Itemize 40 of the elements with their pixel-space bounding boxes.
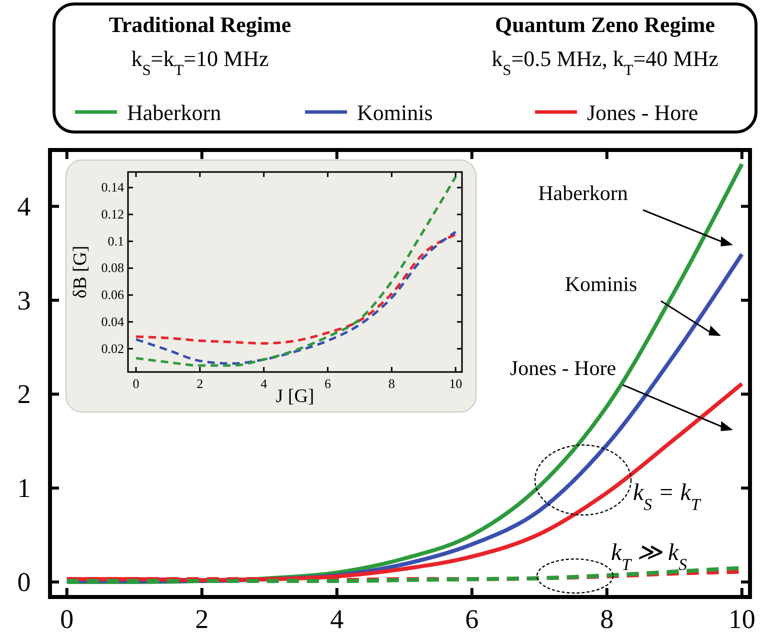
y-tick-label: 0.06	[101, 287, 124, 302]
text: k$_{S}$=k$_{T}$=10 MHz	[131, 46, 269, 78]
x-tick-label: 8	[388, 376, 395, 391]
x-axis-title: J [G]	[276, 386, 314, 407]
line-series	[134, 176, 457, 367]
text: Traditional Regime	[108, 12, 292, 37]
y-axis-title: δB [G]	[70, 246, 91, 298]
y-tick-label: 0.02	[101, 340, 124, 356]
y-tick-label: 0.14	[101, 180, 124, 195]
y-tick-label: 0.08	[101, 260, 124, 276]
x-tick-label: 0	[60, 604, 74, 634]
y-tick-label: 0.12	[101, 206, 124, 222]
y-tick-label: 1	[17, 473, 31, 504]
y-tick-label: 0	[17, 566, 31, 597]
x-tick-label: 4	[260, 376, 268, 391]
y-tick-label: 3	[17, 285, 31, 316]
legend-label: Kominis	[357, 100, 433, 125]
line-series	[134, 230, 457, 365]
x-tick-label: 0	[132, 376, 140, 391]
legend-label: Jones - Hore	[587, 100, 698, 125]
annotation: k$_{T}$ ≫ k$_{S}$	[611, 540, 688, 574]
x-tick-label: 10	[449, 376, 462, 391]
y-tick-label: 0.1	[108, 233, 124, 248]
y-tick-label: 4	[17, 191, 32, 222]
annotation: Jones - Hore	[510, 356, 616, 380]
legend-label: Haberkorn	[127, 100, 222, 125]
x-tick-label: 2	[196, 376, 204, 391]
x-tick-label: 6	[324, 376, 332, 391]
y-tick-label: 0.04	[101, 314, 124, 329]
annotation: Kominis	[564, 272, 638, 296]
x-tick-label: 2	[195, 604, 209, 634]
text: k$_{S}$=0.5 MHz, k$_{T}$=40 MHz	[492, 46, 719, 78]
line-series	[134, 233, 457, 345]
text: Quantum Zeno Regime	[495, 12, 716, 37]
annotation: Haberkorn	[538, 181, 628, 205]
x-tick-label: 4	[330, 604, 344, 634]
x-tick-label: 10	[728, 604, 756, 634]
annotation: k$_{S}$ = k$_{T}$	[633, 480, 702, 514]
x-tick-label: 6	[465, 604, 479, 634]
x-tick-label: 8	[600, 604, 614, 634]
